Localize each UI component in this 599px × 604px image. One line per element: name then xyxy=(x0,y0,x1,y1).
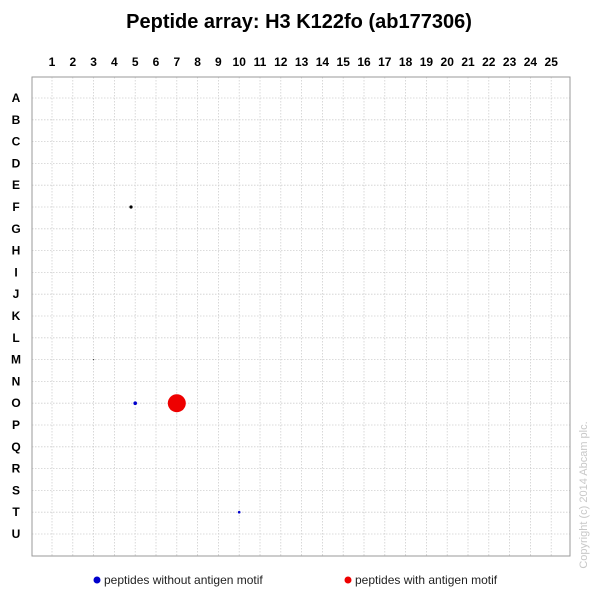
x-tick-label: 24 xyxy=(524,55,538,69)
x-tick-label: 15 xyxy=(337,55,351,69)
data-point xyxy=(93,359,95,361)
x-tick-label: 22 xyxy=(482,55,496,69)
x-tick-label: 3 xyxy=(90,55,97,69)
x-tick-label: 5 xyxy=(132,55,139,69)
x-tick-label: 10 xyxy=(233,55,247,69)
y-tick-label: C xyxy=(12,135,21,149)
y-tick-label: R xyxy=(12,462,21,476)
x-tick-label: 21 xyxy=(461,55,475,69)
copyright-note: Copyright (c) 2014 Abcam plc. xyxy=(578,421,590,568)
y-tick-label: G xyxy=(11,222,20,236)
legend: peptides without antigen motif peptides w… xyxy=(93,573,498,587)
y-tick-label: H xyxy=(12,244,21,258)
x-tick-label: 8 xyxy=(194,55,201,69)
x-tick-label: 18 xyxy=(399,55,413,69)
y-tick-label: S xyxy=(12,483,20,497)
plot-grid xyxy=(32,77,570,556)
y-tick-label: L xyxy=(12,331,19,345)
x-tick-label: 2 xyxy=(69,55,76,69)
x-tick-label: 9 xyxy=(215,55,222,69)
y-tick-label: F xyxy=(12,200,19,214)
y-tick-label: E xyxy=(12,178,20,192)
legend-marker xyxy=(344,576,352,584)
x-axis-tick-labels: 1 2 3 4 5 6 7 8 9 10 11 12 13 14 15 16 17 18 19 20 21 22 23 24 2… xyxy=(49,55,559,69)
legend-marker xyxy=(93,576,101,584)
y-tick-label: O xyxy=(11,396,20,410)
data-point xyxy=(237,510,241,514)
y-tick-label: T xyxy=(12,505,20,519)
y-tick-label: D xyxy=(12,156,21,170)
x-tick-label: 6 xyxy=(153,55,160,69)
x-tick-label: 7 xyxy=(173,55,180,69)
x-tick-label: 20 xyxy=(441,55,455,69)
x-tick-label: 23 xyxy=(503,55,517,69)
y-tick-label: I xyxy=(14,265,17,279)
x-tick-label: 19 xyxy=(420,55,434,69)
legend-label: peptides with antigen motif xyxy=(355,573,498,587)
y-tick-label: A xyxy=(12,91,21,105)
x-tick-label: 1 xyxy=(49,55,56,69)
chart-title: Peptide array: H3 K122fo (ab177306) xyxy=(126,11,472,33)
y-tick-label: P xyxy=(12,418,20,432)
x-tick-label: 4 xyxy=(111,55,118,69)
x-tick-label: 25 xyxy=(545,55,559,69)
y-tick-label: U xyxy=(12,527,21,541)
y-tick-label: B xyxy=(12,113,21,127)
x-tick-label: 16 xyxy=(357,55,371,69)
data-point xyxy=(129,205,133,209)
x-tick-label: 12 xyxy=(274,55,288,69)
y-tick-label: K xyxy=(12,309,21,323)
y-tick-label: N xyxy=(12,374,21,388)
plot-frame xyxy=(31,76,571,557)
x-tick-label: 17 xyxy=(378,55,392,69)
y-tick-label: Q xyxy=(11,440,20,454)
x-tick-label: 11 xyxy=(254,55,267,69)
legend-label: peptides without antigen motif xyxy=(104,573,263,587)
data-point xyxy=(133,401,137,406)
data-points xyxy=(93,205,241,514)
x-tick-label: 14 xyxy=(316,55,330,69)
x-tick-label: 13 xyxy=(295,55,309,69)
y-tick-label: J xyxy=(13,287,20,301)
data-point xyxy=(167,394,186,413)
y-tick-label: M xyxy=(11,353,21,367)
